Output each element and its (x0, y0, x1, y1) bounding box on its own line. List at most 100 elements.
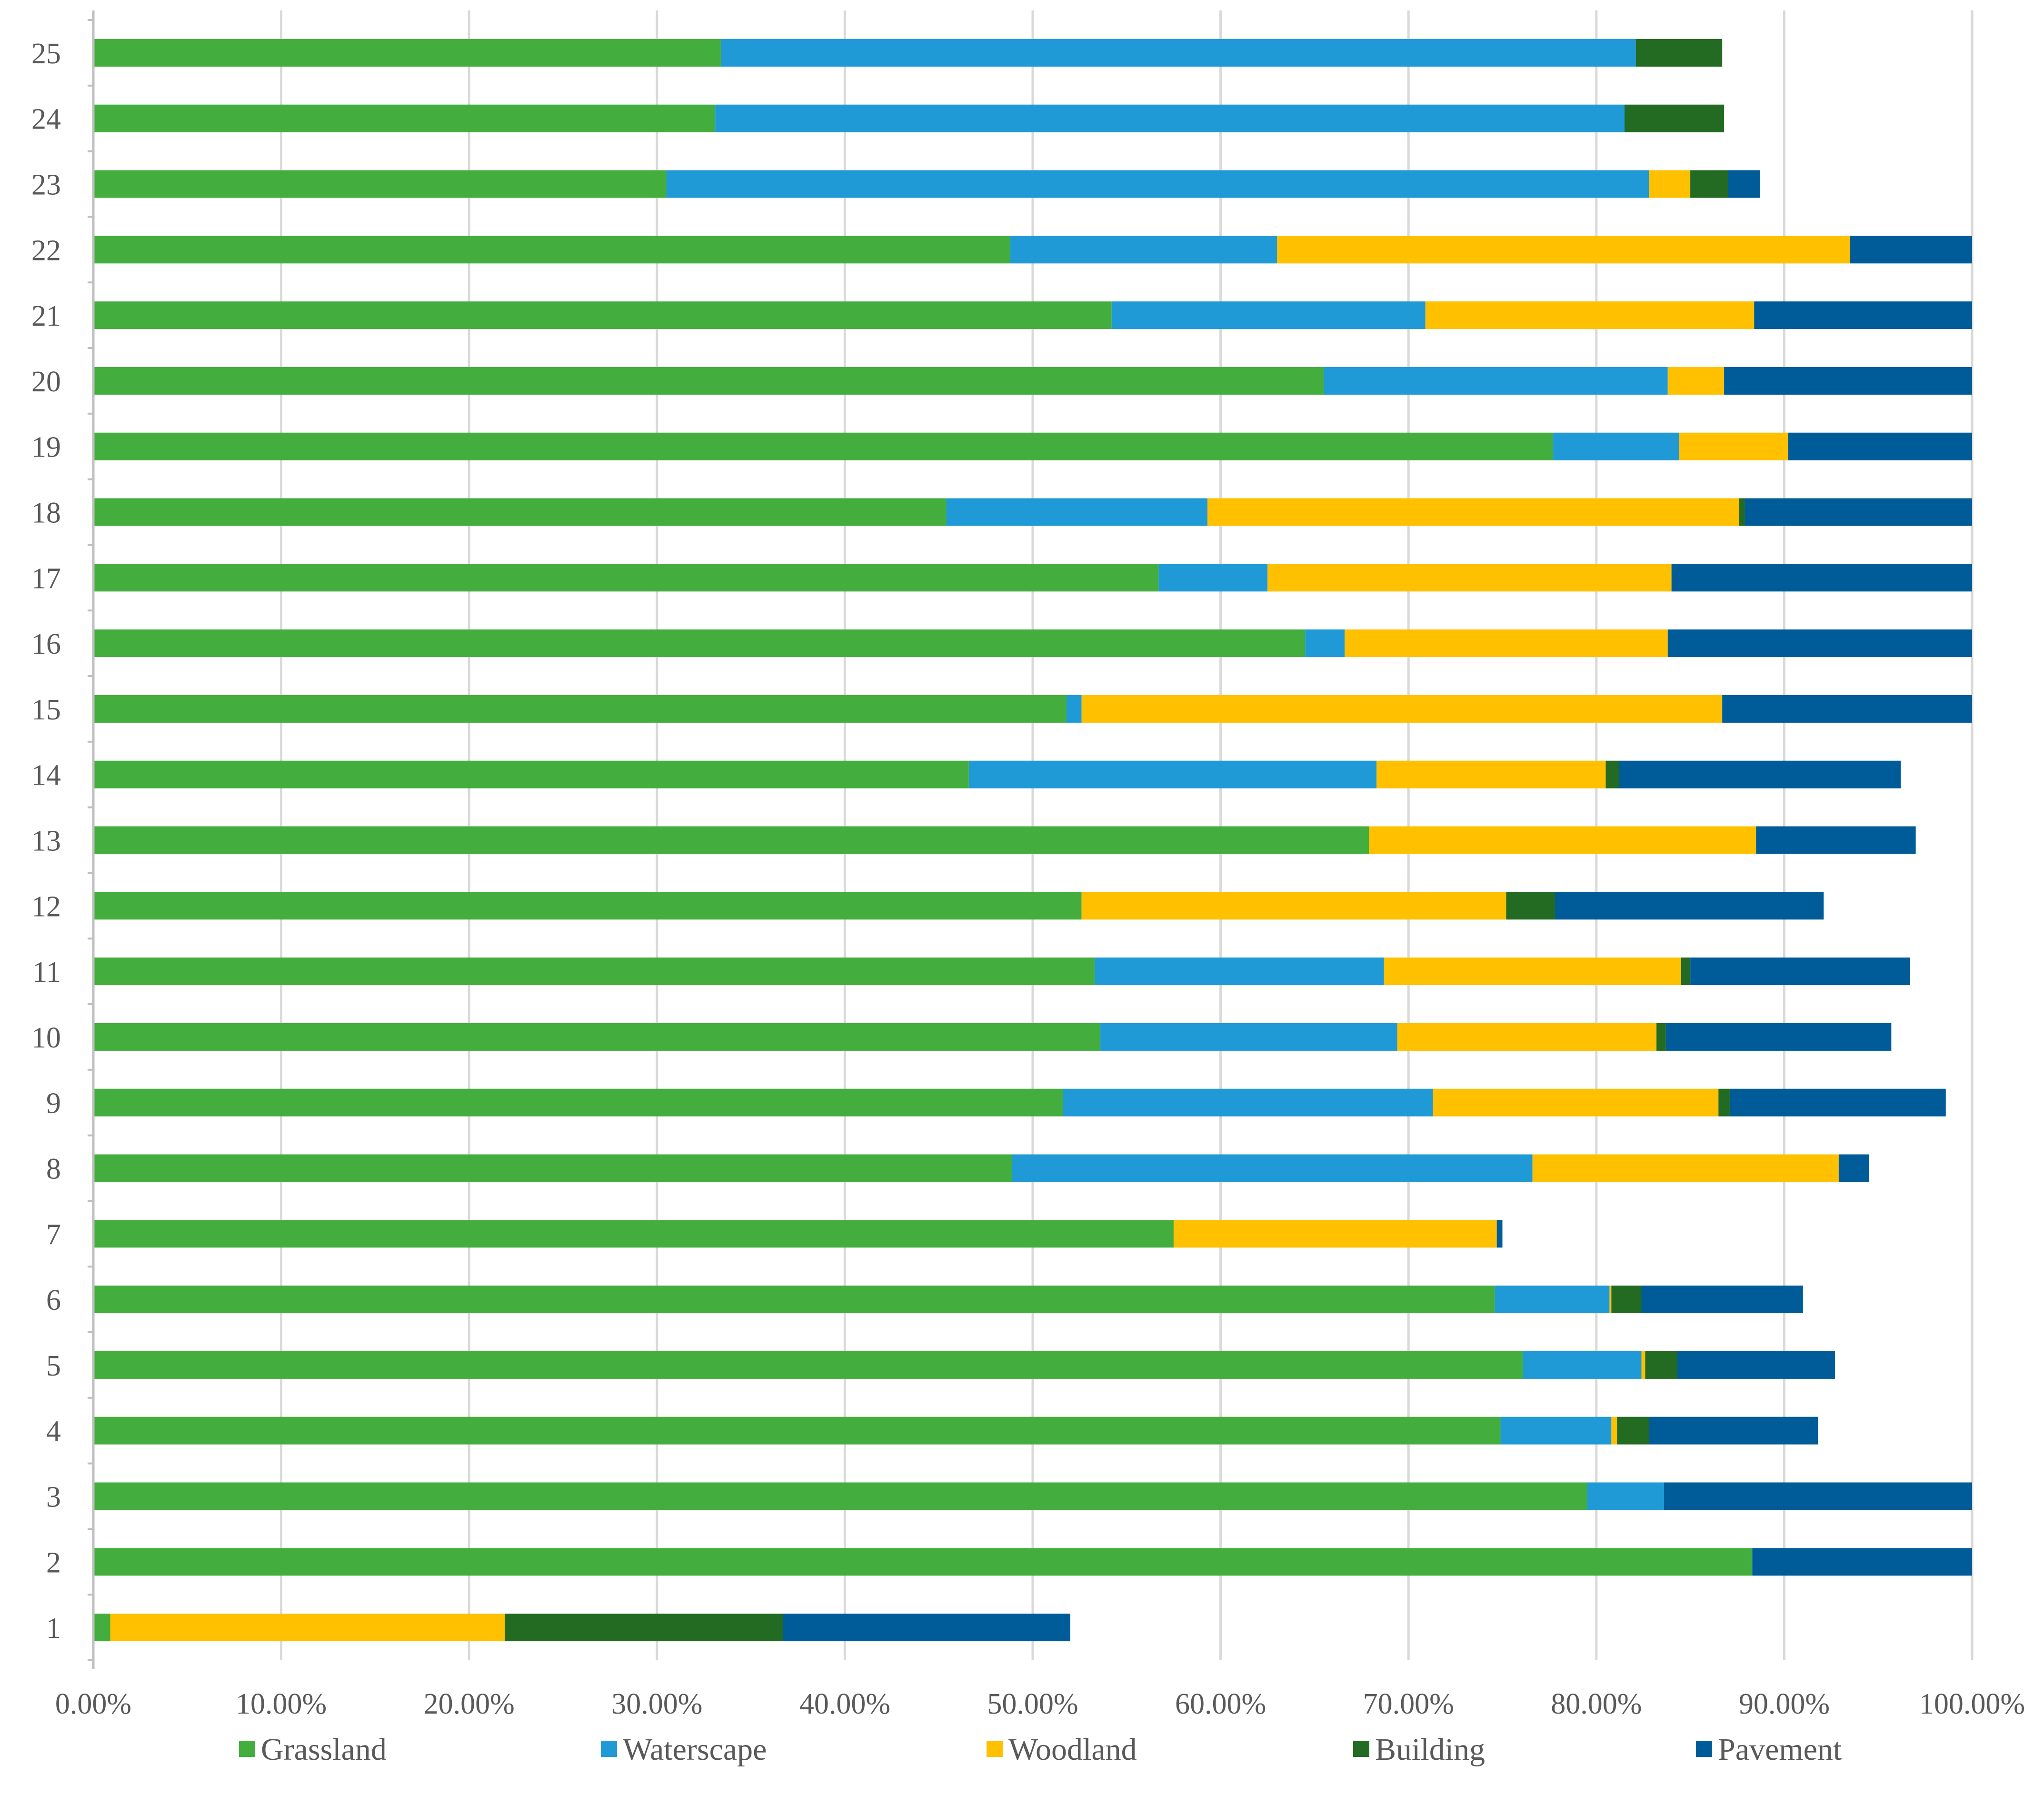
x-tick-label: 60.00% (1175, 1688, 1266, 1720)
y-tick-label: 6 (46, 1284, 61, 1316)
y-tick-label: 11 (32, 956, 61, 988)
y-tick-label: 9 (46, 1087, 61, 1120)
bar-segment-pavement (1649, 1416, 1818, 1445)
bar-segment-grassland (93, 1416, 1501, 1445)
bar-segment-woodland (1641, 1351, 1645, 1379)
y-tick-label: 1 (46, 1612, 61, 1645)
bar-segment-woodland (1679, 432, 1788, 460)
bar-segment-pavement (1724, 367, 1972, 395)
bar-segment-grassland (93, 1548, 1753, 1576)
y-tick-label: 22 (31, 234, 61, 267)
bar-segment-woodland (110, 1614, 505, 1642)
bar-segment-woodland (1649, 170, 1691, 198)
bar-segment-grassland (93, 498, 947, 526)
bar-segment-pavement (1667, 629, 1972, 658)
bar-segment-pavement (1729, 1088, 1946, 1117)
x-tick-label: 100.00% (1919, 1688, 2025, 1720)
bar-segment-waterscape (1158, 564, 1268, 592)
x-tick-label: 30.00% (611, 1688, 702, 1720)
bar-segment-waterscape (1010, 236, 1277, 264)
y-tick-label: 7 (46, 1218, 61, 1251)
bar-segment-pavement (1752, 1548, 1972, 1576)
y-tick-label: 12 (31, 890, 61, 923)
bar-segment-woodland (1345, 629, 1668, 658)
bar-segment-pavement (1496, 1220, 1503, 1248)
bar-segment-grassland (93, 104, 716, 132)
bar-segment-waterscape (946, 498, 1207, 526)
bar-segment-waterscape (715, 104, 1625, 132)
bar-segment-woodland (1376, 760, 1606, 788)
y-tick-label: 13 (31, 825, 61, 858)
x-tick-label: 0.00% (55, 1688, 131, 1720)
bar-segment-pavement (1641, 1286, 1803, 1314)
y-tick-label: 20 (31, 366, 61, 398)
bar-segment-grassland (93, 957, 1095, 986)
bar-segment-grassland (93, 695, 1067, 723)
bar-segment-waterscape (1067, 695, 1082, 723)
legend-swatch-pavement (1696, 1741, 1712, 1757)
y-tick-label: 19 (31, 431, 61, 464)
bar-segment-woodland (1267, 564, 1672, 592)
bar-segment-pavement (1850, 236, 1972, 264)
bar-segment-woodland (1667, 367, 1725, 395)
bar-segment-building (1617, 1416, 1649, 1445)
bar-segment-woodland (1532, 1154, 1839, 1182)
bar-segment-woodland (1081, 695, 1723, 723)
legend-label-woodland: Woodland (1008, 1732, 1137, 1767)
y-tick-label: 3 (46, 1481, 61, 1514)
bar-segment-waterscape (968, 760, 1377, 788)
y-tick-label: 21 (31, 300, 61, 332)
bar-segment-grassland (93, 236, 1010, 264)
bar-segment-woodland (1081, 892, 1506, 920)
bar-segment-grassland (93, 1482, 1587, 1510)
bar-segment-building (1681, 957, 1691, 986)
axes: 0.00% 10.00% 20.00% 30.00% 40.00% 50.00% 60.00… (31, 10, 2025, 1720)
legend: Grassland Waterscape Woodland Building Pavem… (239, 1732, 1842, 1767)
y-tick-label: 14 (31, 759, 61, 792)
bar-segment-grassland (93, 432, 1554, 460)
bar-segment-grassland (93, 1614, 110, 1642)
bar-segment-building (1690, 170, 1728, 198)
bar-segment-waterscape (720, 39, 1636, 67)
bar-segment-waterscape (1012, 1154, 1533, 1182)
bar-segment-building (1656, 1023, 1666, 1051)
bar-segment-woodland (1173, 1220, 1497, 1248)
bar-segment-pavement (1728, 170, 1760, 198)
bar-segment-grassland (93, 170, 667, 198)
x-tick-label: 10.00% (236, 1688, 327, 1720)
legend-swatch-grassland (239, 1741, 255, 1757)
bar-segment-grassland (93, 564, 1159, 592)
bar-segment-pavement (783, 1614, 1070, 1642)
x-tick-label: 70.00% (1363, 1688, 1454, 1720)
bar-segment-grassland (93, 1351, 1523, 1379)
x-tick-label: 50.00% (987, 1688, 1078, 1720)
bar-segment-building (1605, 760, 1619, 788)
bar-segment-grassland (93, 301, 1112, 329)
y-tick-label: 10 (31, 1022, 61, 1054)
bar-segment-pavement (1677, 1351, 1835, 1379)
bar-segment-woodland (1276, 236, 1850, 264)
bar-segment-woodland (1369, 826, 1756, 854)
bar-segment-grassland (93, 1154, 1012, 1182)
bar-segment-pavement (1665, 1023, 1892, 1051)
bar-segment-pavement (1664, 1482, 1972, 1510)
bar-segment-grassland (93, 892, 1082, 920)
x-tick-label: 40.00% (799, 1688, 890, 1720)
bar-segment-grassland (93, 1023, 1101, 1051)
legend-label-pavement: Pavement (1718, 1732, 1842, 1767)
bar-segment-waterscape (1500, 1416, 1612, 1445)
y-tick-label: 4 (46, 1416, 61, 1448)
bar-segment-pavement (1788, 432, 1972, 460)
bar-segment-woodland (1611, 1416, 1617, 1445)
legend-label-building: Building (1375, 1732, 1485, 1767)
bars (93, 39, 1972, 1642)
bar-segment-building (1506, 892, 1555, 920)
legend-swatch-woodland (987, 1741, 1003, 1757)
bar-segment-waterscape (1324, 367, 1668, 395)
bar-segment-waterscape (1095, 957, 1384, 986)
bar-segment-waterscape (1111, 301, 1426, 329)
bar-segment-pavement (1722, 695, 1972, 723)
legend-label-waterscape: Waterscape (623, 1732, 767, 1767)
bar-segment-building (1718, 1088, 1730, 1117)
bar-segment-waterscape (1523, 1351, 1642, 1379)
